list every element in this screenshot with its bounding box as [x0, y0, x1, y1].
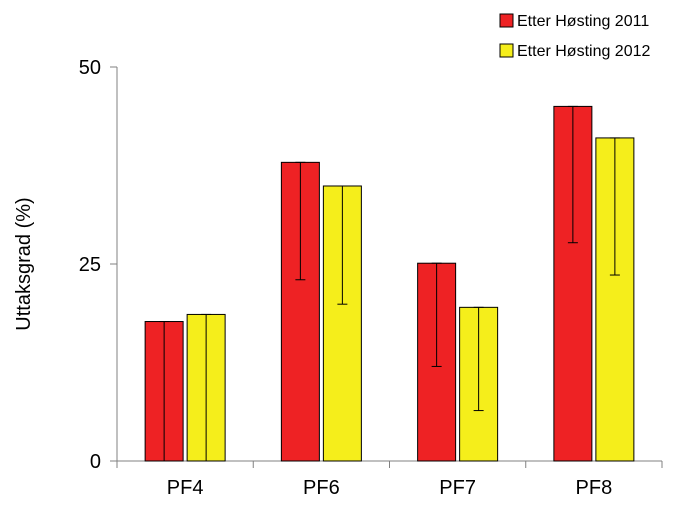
y-tick-label: 25: [79, 254, 101, 276]
x-category-label: PF6: [303, 477, 340, 499]
y-tick-label: 0: [90, 451, 101, 473]
x-category-label: PF4: [167, 477, 204, 499]
bar-2-pf6: [322, 185, 362, 462]
y-axis-title: Uttaksgrad (%): [13, 197, 35, 330]
legend-label-2: Etter Høsting 2012: [517, 43, 651, 60]
bars: [144, 105, 635, 462]
x-category-label: PF7: [439, 477, 476, 499]
legend-swatch-2: [499, 43, 514, 58]
legend-label-1: Etter Høsting 2011: [517, 13, 649, 30]
y-tick-label: 50: [79, 57, 101, 79]
x-category-label: PF8: [576, 477, 613, 499]
legend-swatch-1: [499, 13, 514, 28]
legend: Etter Høsting 2011 Etter Høsting 2012: [499, 13, 651, 60]
axes: 0 25 50 Uttaksgrad (%) PF4 PF6 PF7 PF8: [13, 57, 663, 499]
